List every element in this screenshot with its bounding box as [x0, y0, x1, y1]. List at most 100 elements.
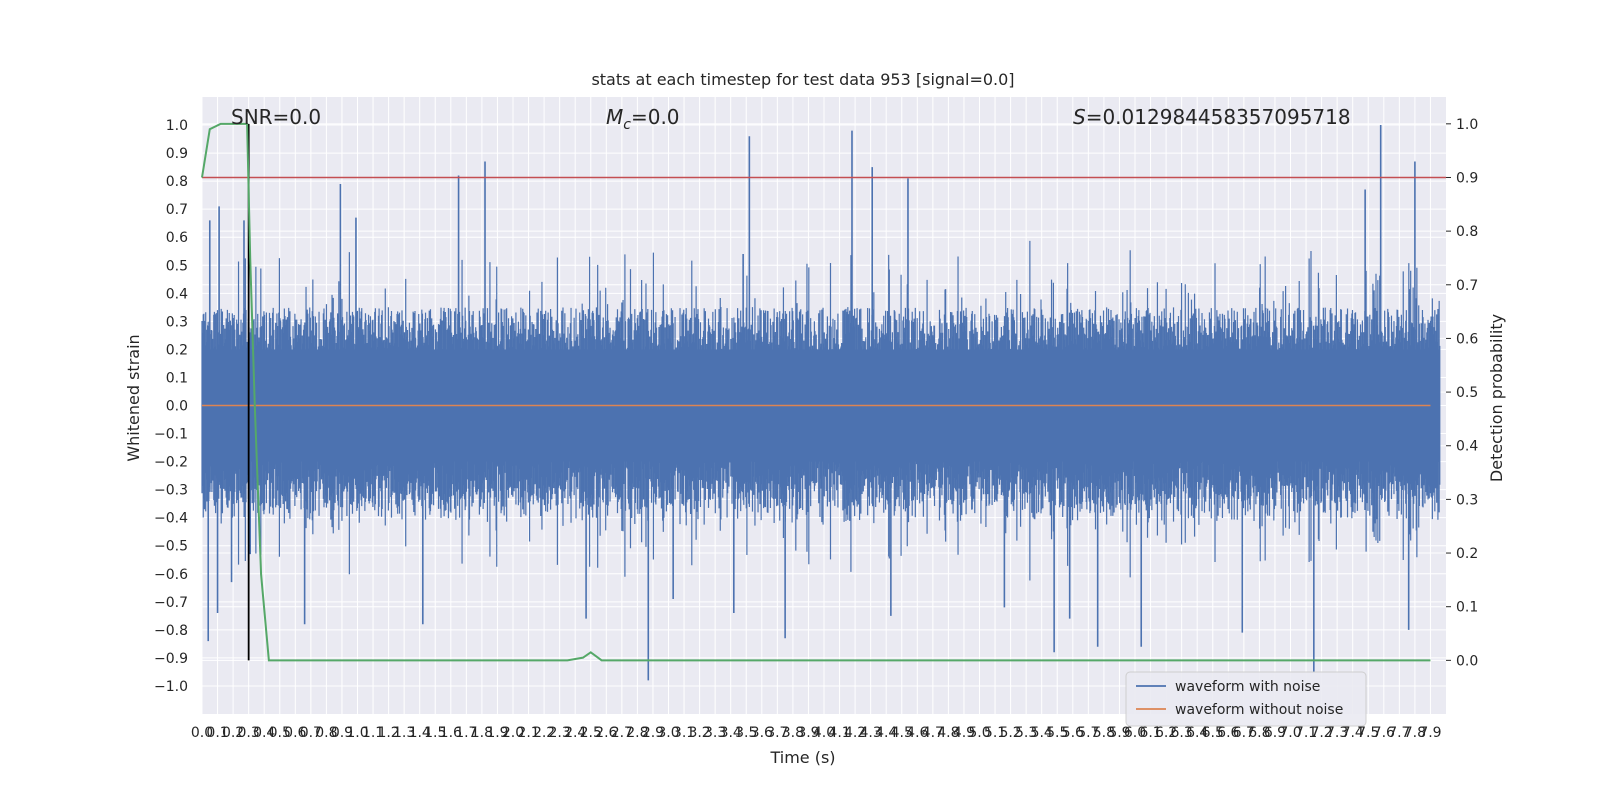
x-tick-label: 6.5 — [1202, 725, 1224, 741]
x-tick-label: 7.7 — [1388, 725, 1410, 741]
x-tick-label: 3.3 — [704, 725, 726, 741]
x-tick-label: 5.8 — [1093, 725, 1115, 741]
x-tick-label: 2.4 — [564, 725, 586, 741]
x-tick-label: 7.1 — [1295, 725, 1317, 741]
x-tick-label: 2.5 — [580, 725, 602, 741]
x-tick-label: 7.3 — [1326, 725, 1348, 741]
x-tick-label: 1.7 — [455, 725, 477, 741]
x-tick-label: 7.5 — [1357, 725, 1379, 741]
x-tick-label: 1.5 — [424, 725, 446, 741]
x-tick-label: 0.4 — [253, 725, 275, 741]
x-tick-label: 3.7 — [766, 725, 788, 741]
x-tick-label: 3.5 — [735, 725, 757, 741]
y-tick-label-left: 0.9 — [166, 146, 188, 162]
x-tick-label: 3.9 — [797, 725, 819, 741]
y-tick-label-left: 0.4 — [166, 286, 188, 302]
y-tick-label-left: −0.8 — [154, 623, 188, 639]
y-tick-label-left: 0.6 — [166, 230, 188, 246]
y-tick-label-left: 0.7 — [166, 202, 188, 218]
y-tick-label-left: −0.4 — [154, 511, 188, 527]
y-tick-label-right: 1.0 — [1456, 117, 1478, 133]
s-annotation: S=0.012984458357095718 — [1073, 105, 1351, 129]
snr-annotation: SNR=0.0 — [231, 105, 321, 129]
y-tick-label-left: −0.3 — [154, 483, 188, 499]
tick-labels: 0.00.10.20.30.40.50.60.70.80.91.01.11.21… — [154, 117, 1478, 741]
x-tick-label: 4.6 — [906, 725, 928, 741]
y-tick-label-right: 0.9 — [1456, 170, 1478, 186]
x-tick-label: 5.6 — [1062, 725, 1084, 741]
x-tick-label: 1.8 — [471, 725, 493, 741]
y-tick-label-left: 0.1 — [166, 370, 188, 386]
x-tick-label: 2.6 — [595, 725, 617, 741]
y-tick-label-right: 0.8 — [1456, 224, 1478, 240]
x-tick-label: 1.3 — [393, 725, 415, 741]
x-tick-label: 0.6 — [284, 725, 306, 741]
x-tick-label: 5.1 — [984, 725, 1006, 741]
x-tick-label: 4.2 — [844, 725, 866, 741]
legend: waveform with noise waveform without noi… — [1125, 671, 1367, 727]
x-tick-label: 2.0 — [502, 725, 524, 741]
x-tick-label: 6.7 — [1233, 725, 1255, 741]
legend-label-clean: waveform without noise — [1175, 702, 1343, 718]
x-tick-label: 5.5 — [1046, 725, 1068, 741]
x-tick-label: 6.8 — [1248, 725, 1270, 741]
y-tick-label-right: 0.0 — [1456, 653, 1478, 669]
y-tick-label-left: 0.2 — [166, 342, 188, 358]
y-tick-label-right: 0.5 — [1456, 385, 1478, 401]
x-tick-label: 6.0 — [1124, 725, 1146, 741]
x-tick-label: 1.0 — [346, 725, 368, 741]
x-tick-label: 5.4 — [1031, 725, 1053, 741]
y-tick-label-right: 0.2 — [1456, 546, 1478, 562]
y-tick-label-right: 0.7 — [1456, 278, 1478, 294]
x-tick-label: 2.7 — [611, 725, 633, 741]
x-tick-label: 3.1 — [673, 725, 695, 741]
y-tick-label-left: −0.2 — [154, 455, 188, 471]
legend-label-noise: waveform with noise — [1175, 679, 1320, 695]
y-tick-label-right: 0.3 — [1456, 492, 1478, 508]
x-tick-label: 2.8 — [626, 725, 648, 741]
x-tick-label: 4.5 — [891, 725, 913, 741]
y-tick-label-right: 0.4 — [1456, 439, 1478, 455]
x-tick-label: 7.4 — [1342, 725, 1364, 741]
y-tick-label-left: −0.5 — [154, 539, 188, 555]
y-tick-label-left: 0.3 — [166, 314, 188, 330]
x-tick-label: 2.9 — [642, 725, 664, 741]
y-tick-label-left: 1.0 — [166, 118, 188, 134]
x-tick-label: 4.0 — [813, 725, 835, 741]
mc-annotation: Mc=0.0 — [606, 105, 680, 133]
x-tick-label: 2.3 — [549, 725, 571, 741]
x-tick-label: 1.2 — [377, 725, 399, 741]
x-tick-label: 4.8 — [937, 725, 959, 741]
y-tick-label-left: 0.0 — [166, 399, 188, 415]
x-tick-label: 5.7 — [1077, 725, 1099, 741]
x-tick-label: 0.1 — [206, 725, 228, 741]
x-tick-label: 7.6 — [1373, 725, 1395, 741]
y-tick-label-left: −0.9 — [154, 651, 188, 667]
x-tick-label: 6.9 — [1264, 725, 1286, 741]
x-tick-label: 1.9 — [486, 725, 508, 741]
y-axis-label-left: Whitened strain — [124, 334, 143, 461]
x-tick-label: 1.1 — [362, 725, 384, 741]
detection-probability-line — [201, 122, 1431, 662]
y-tick-label-left: 0.5 — [166, 258, 188, 274]
x-tick-label: 7.8 — [1404, 725, 1426, 741]
x-tick-label: 3.4 — [720, 725, 742, 741]
x-tick-label: 0.0 — [191, 725, 213, 741]
x-tick-label: 7.0 — [1279, 725, 1301, 741]
x-tick-label: 1.4 — [409, 725, 431, 741]
y-tick-label-right: 0.6 — [1456, 331, 1478, 347]
x-tick-label: 5.3 — [1015, 725, 1037, 741]
x-axis-label: Time (s) — [769, 748, 835, 767]
x-tick-label: 6.4 — [1186, 725, 1208, 741]
y-tick-label-left: −0.6 — [154, 567, 188, 583]
x-tick-label: 0.7 — [300, 725, 322, 741]
x-tick-label: 3.6 — [751, 725, 773, 741]
x-tick-label: 4.1 — [828, 725, 850, 741]
x-tick-label: 6.2 — [1155, 725, 1177, 741]
x-tick-label: 0.3 — [238, 725, 260, 741]
x-tick-label: 4.7 — [922, 725, 944, 741]
x-tick-label: 4.3 — [860, 725, 882, 741]
x-tick-label: 6.1 — [1139, 725, 1161, 741]
x-tick-label: 1.6 — [440, 725, 462, 741]
